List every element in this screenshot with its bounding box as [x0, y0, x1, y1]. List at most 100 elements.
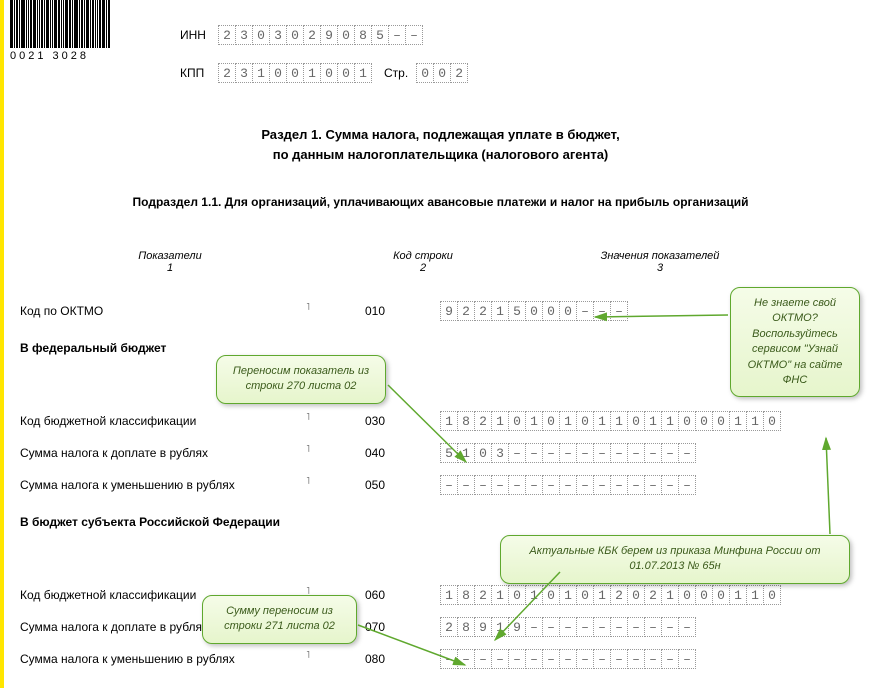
cell: 1 [559, 585, 577, 605]
kpp-row: КПП 231001001 Стр. 002 [180, 63, 468, 83]
cell: 3 [269, 25, 287, 45]
cell: 2 [474, 301, 492, 321]
page-margin-bar [0, 0, 4, 688]
row-code: 050 [310, 478, 440, 492]
cell: 0 [525, 301, 543, 321]
cell: 2 [610, 585, 628, 605]
cell: – [388, 25, 406, 45]
cell: 2 [450, 63, 468, 83]
cell: 1 [559, 411, 577, 431]
cell: – [559, 617, 577, 637]
cell: 1 [644, 411, 662, 431]
cell: 3 [235, 63, 253, 83]
cell: – [593, 475, 611, 495]
cell: 1 [525, 411, 543, 431]
cell: – [627, 443, 645, 463]
cell: 9 [474, 617, 492, 637]
row-code: 010 [310, 304, 440, 318]
cell: 1 [746, 411, 764, 431]
barcode-text: 0021 3028 [10, 50, 150, 62]
cell: – [661, 649, 679, 669]
cell: – [610, 443, 628, 463]
col1: Показатели1 [110, 250, 230, 274]
cell: – [610, 617, 628, 637]
cell: 0 [542, 411, 560, 431]
cell: – [610, 301, 628, 321]
table-row: Код бюджетной классификации˥030182101010… [20, 405, 870, 437]
cell: 0 [627, 411, 645, 431]
cell: – [593, 617, 611, 637]
section-heading: В бюджет субъекта Российской Федерации [20, 515, 870, 529]
row-cells: 18210101012021000110 [440, 585, 781, 605]
inn-label: ИНН [180, 28, 218, 42]
cell: – [491, 475, 509, 495]
cell: 2 [218, 25, 236, 45]
row-label: Код по ОКТМО˥ [20, 304, 310, 318]
cell: – [678, 443, 696, 463]
cell: – [405, 25, 423, 45]
cell: 1 [610, 411, 628, 431]
cell: 1 [729, 585, 747, 605]
cell: – [440, 475, 458, 495]
cell: 1 [252, 63, 270, 83]
cell: – [678, 475, 696, 495]
cell: 1 [593, 411, 611, 431]
cell: – [678, 649, 696, 669]
callout-271: Сумму переносим из строки 271 листа 02 [202, 595, 357, 644]
cell: 8 [457, 585, 475, 605]
cell: 1 [491, 617, 509, 637]
row-code: 080 [310, 652, 440, 666]
table-row: Сумма налога к доплате в рублях˥0405103–… [20, 437, 870, 469]
cell: 1 [491, 585, 509, 605]
cell: 0 [320, 63, 338, 83]
cell: – [576, 301, 594, 321]
cell: 1 [440, 585, 458, 605]
cell: 0 [433, 63, 451, 83]
cell: – [457, 649, 475, 669]
cell: – [474, 649, 492, 669]
cell: 0 [695, 411, 713, 431]
cell: 0 [508, 585, 526, 605]
cell: 0 [576, 411, 594, 431]
cell: 3 [491, 443, 509, 463]
cell: – [627, 649, 645, 669]
cell: 0 [712, 585, 730, 605]
cell: 0 [763, 411, 781, 431]
cell: – [644, 443, 662, 463]
cell: 3 [235, 25, 253, 45]
inn-row: ИНН 2303029085–– [180, 25, 468, 45]
cell: 0 [678, 585, 696, 605]
cell: – [661, 617, 679, 637]
cell: – [593, 301, 611, 321]
cell: – [661, 475, 679, 495]
callout-oktmo: Не знаете свой ОКТМО? Воспользуйтесь сер… [730, 287, 860, 397]
cell: – [644, 617, 662, 637]
cell: 2 [303, 25, 321, 45]
cell: 0 [678, 411, 696, 431]
page-label: Стр. [384, 66, 408, 80]
cell: – [627, 617, 645, 637]
cell: 5 [440, 443, 458, 463]
barcode-bars [10, 0, 150, 48]
cell: – [576, 617, 594, 637]
cell: – [491, 649, 509, 669]
header-fields: ИНН 2303029085–– КПП 231001001 Стр. 002 [180, 25, 468, 101]
cell: – [559, 649, 577, 669]
cell: – [593, 649, 611, 669]
cell: – [542, 475, 560, 495]
cell: – [576, 475, 594, 495]
inn-cells: 2303029085–– [218, 25, 423, 45]
cell: 1 [525, 585, 543, 605]
cell: 0 [269, 63, 287, 83]
cell: – [610, 475, 628, 495]
cell: 0 [252, 25, 270, 45]
row-code: 040 [310, 446, 440, 460]
cell: 8 [457, 411, 475, 431]
cell: 0 [695, 585, 713, 605]
table-row: Сумма налога к уменьшению в рублях˥050––… [20, 469, 870, 501]
row-cells: ––––––––––––––– [440, 649, 696, 669]
title-line2: по данным налогоплательщика (налогового … [0, 145, 881, 165]
cell: 0 [559, 301, 577, 321]
kpp-label: КПП [180, 66, 218, 80]
cell: 0 [508, 411, 526, 431]
